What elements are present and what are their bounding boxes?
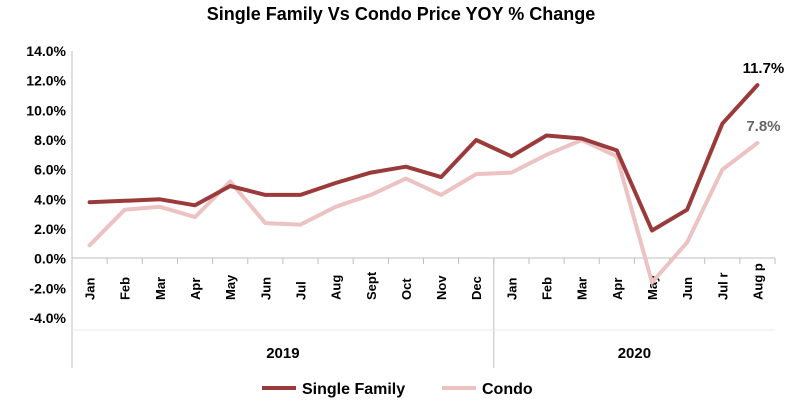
y-tick-label: 14.0% [26,43,66,59]
axes: 14.0% 12.0% 10.0% 8.0% 6.0% 4.0% 2.0% 0.0% -2.0%… [26,43,776,368]
y-tick-label: 6.0% [34,162,66,178]
series-lines [87,83,760,285]
x-tick-label: Feb [540,277,555,300]
x-tick-label: Jul r [715,273,730,300]
x-tick-label: Jan [504,278,519,300]
y-tick-label: 2.0% [34,221,66,237]
x-tick-label: Aug p [750,263,765,300]
x-tick-label: Apr [610,278,625,300]
x-tick-label: Aug [329,275,344,300]
series-line-single-family [87,83,760,233]
x-tick-label: Sept [364,271,379,300]
x-tick-label: Apr [188,278,203,300]
x-tick-label: Oct [399,278,414,300]
legend-label-condo: Condo [482,381,533,398]
data-label: 11.7% [743,60,785,77]
y-tick-label: 10.0% [26,102,66,118]
x-tick-label: Mar [153,277,168,300]
x-tick-label: Jun [680,277,695,300]
x-tick-label: Mar [575,277,590,300]
y-tick-label: -4.0% [29,310,66,326]
chart-title: Single Family Vs Condo Price YOY % Chang… [206,4,596,24]
y-tick-label: 4.0% [34,191,66,207]
data-label: 7.8% [746,118,780,135]
x-tick-label: Feb [118,277,133,300]
x-tick-label: May [223,274,238,300]
y-tick-label: 12.0% [26,73,66,89]
series-line-condo [87,138,760,285]
group-label: 2019 [266,345,299,362]
x-tick-label: Jan [83,278,98,300]
x-tick-label: Dec [469,276,484,300]
legend: Single Family Condo [262,381,533,398]
y-tick-label: 8.0% [34,132,66,148]
group-label: 2020 [618,345,651,362]
x-tick-label: Jun [258,277,273,300]
y-tick-label: 0.0% [34,251,66,267]
x-tick-label: Jul [293,281,308,300]
y-tick-label: -2.0% [29,280,66,296]
data-labels: 11.7% 7.8% [743,60,785,135]
x-tick-label: Nov [434,275,449,300]
legend-label-single-family: Single Family [302,381,405,398]
